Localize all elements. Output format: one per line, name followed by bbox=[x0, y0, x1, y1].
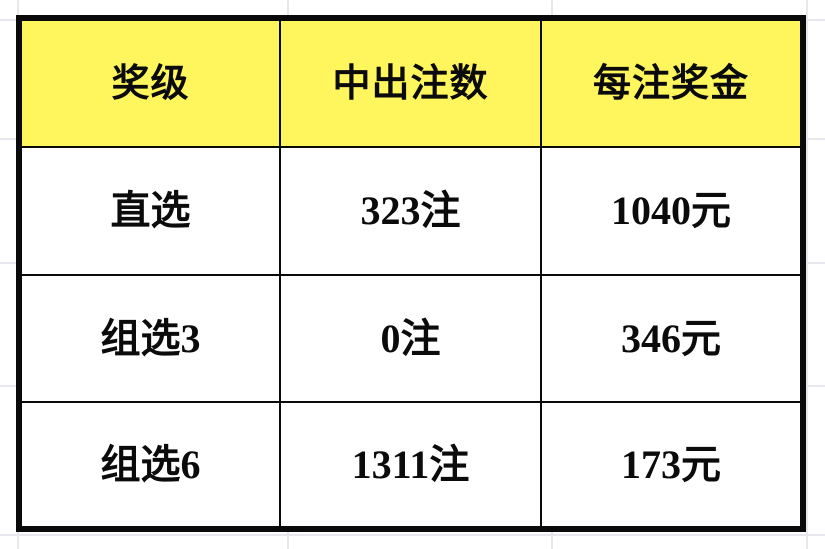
cell-bets-zhixuan: 323注 bbox=[281, 148, 542, 276]
cell-level-zuxuan3: 组选3 bbox=[22, 276, 281, 403]
header-cell-prize-level: 奖级 bbox=[22, 21, 281, 148]
prize-table: 奖级 中出注数 每注奖金 直选 323注 1040元 组选3 0注 346元 组… bbox=[16, 15, 806, 532]
gridline-vertical bbox=[806, 0, 808, 549]
cell-bets-zuxuan3: 0注 bbox=[281, 276, 542, 403]
header-cell-winning-bets: 中出注数 bbox=[281, 21, 542, 148]
cell-level-zhixuan: 直选 bbox=[22, 148, 281, 276]
cell-prize-zhixuan: 1040元 bbox=[542, 148, 800, 276]
cell-bets-zuxuan6: 1311注 bbox=[281, 403, 542, 526]
cell-prize-zuxuan6: 173元 bbox=[621, 441, 721, 487]
gridline-horizontal bbox=[0, 534, 825, 536]
cell-prize-zuxuan3: 346元 bbox=[542, 276, 800, 403]
header-cell-prize-per-bet: 每注奖金 bbox=[542, 21, 800, 148]
cell-level-zuxuan6: 组选6 bbox=[22, 403, 281, 526]
